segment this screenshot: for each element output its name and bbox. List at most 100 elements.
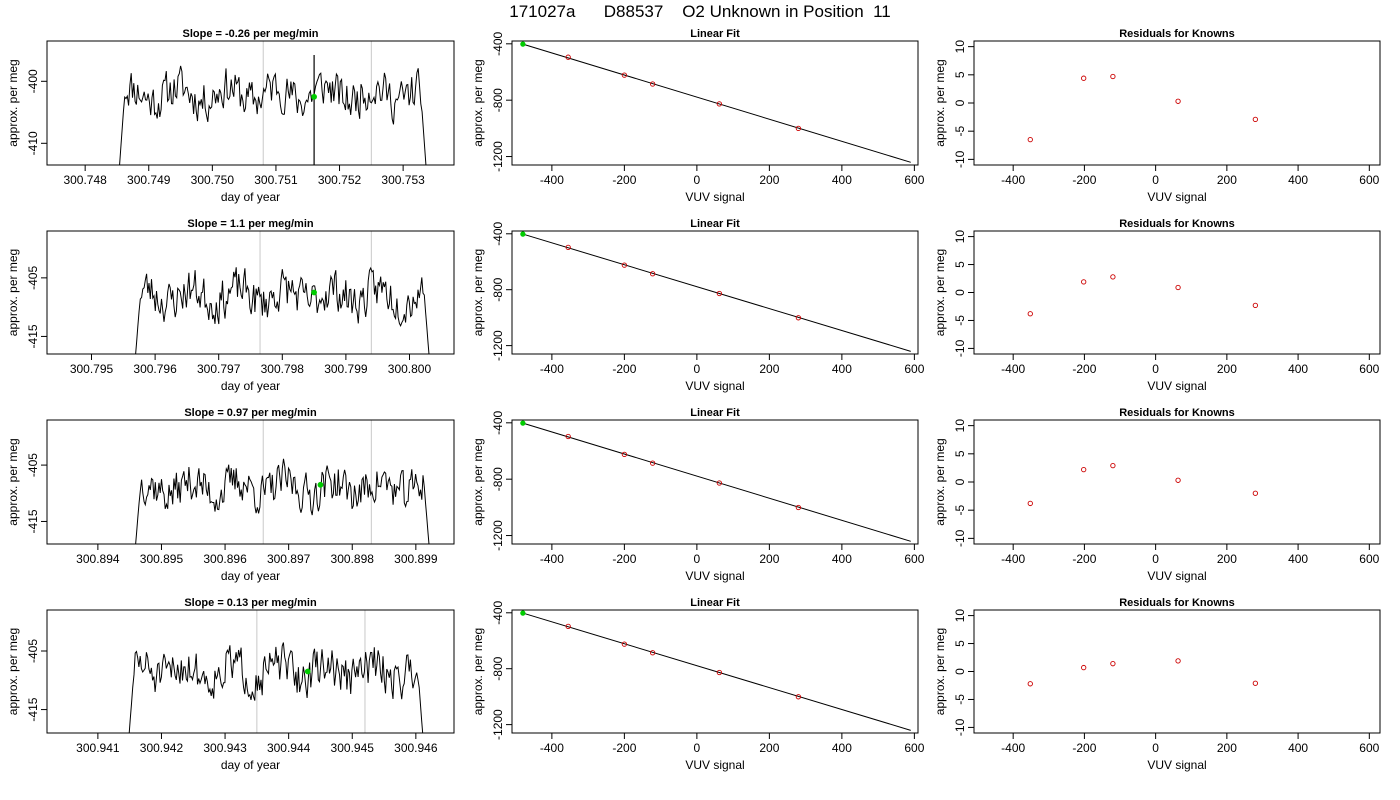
y-tick-label: -5 <box>953 315 967 326</box>
y-tick-label: -5 <box>953 505 967 516</box>
x-tick-label: 300.941 <box>76 741 120 755</box>
y-tick-label: -10 <box>953 529 967 547</box>
data-point <box>716 101 722 107</box>
data-point <box>1175 477 1181 483</box>
x-tick-label: 200 <box>759 552 779 566</box>
fit-line <box>522 422 911 542</box>
x-tick-label: 200 <box>759 362 779 376</box>
x-tick-label: -200 <box>612 173 636 187</box>
data-point <box>621 72 628 78</box>
plot-frame <box>973 230 1381 355</box>
y-tick-label: 10 <box>953 609 967 623</box>
x-axis-label: VUV signal <box>1147 190 1206 204</box>
plot-frame <box>973 609 1381 734</box>
panel-1-2: Linear Fit -400 -200 0 200 400 600 -1200 -800 -40… <box>471 28 925 204</box>
x-tick-label: -200 <box>1072 173 1096 187</box>
panel-title: Slope = -0.26 per meg/min <box>182 28 318 40</box>
data-point <box>1081 466 1087 473</box>
plot-area <box>1027 463 1259 507</box>
y-tick-label: -400 <box>491 410 505 434</box>
plot-frame <box>46 609 455 734</box>
unknown-point <box>520 610 526 616</box>
panel-1-3: Residuals for Knowns -400 -200 0 200 400 600 -1… <box>933 28 1381 204</box>
plot-area <box>520 231 911 352</box>
panel-title: Slope = 1.1 per meg/min <box>187 218 314 230</box>
data-point <box>1081 279 1087 285</box>
plot-area <box>520 420 911 542</box>
panel-title: Residuals for Knowns <box>1119 407 1235 419</box>
y-tick-label: 0 <box>953 99 967 106</box>
x-tick-label: -400 <box>540 552 564 566</box>
data-point <box>1110 463 1116 469</box>
x-tick-label: 400 <box>1288 173 1308 187</box>
x-tick-label: 300.944 <box>267 741 311 755</box>
data-point <box>1027 311 1033 317</box>
x-tick-label: 300.752 <box>318 173 362 187</box>
series-line <box>128 642 424 733</box>
x-tick-label: -400 <box>540 741 564 755</box>
plot-frame <box>46 230 455 355</box>
x-tick-label: 400 <box>1288 552 1308 566</box>
panel-title: Linear Fit <box>690 218 740 230</box>
panel-title: Linear Fit <box>690 407 740 419</box>
x-tick-label: -200 <box>1072 552 1096 566</box>
panel-4-3: Residuals for Knowns -400 -200 0 200 400 600 -1… <box>933 597 1381 772</box>
y-tick-label: -800 <box>491 277 505 301</box>
y-tick-label: -1200 <box>491 141 505 172</box>
x-axis-label: day of year <box>221 379 280 393</box>
x-tick-label: -200 <box>612 741 636 755</box>
x-tick-label: -200 <box>612 552 636 566</box>
x-tick-label: 200 <box>1217 362 1237 376</box>
x-tick-label: 400 <box>832 741 852 755</box>
data-point <box>650 81 656 87</box>
x-tick-label: 300.798 <box>261 362 305 376</box>
panel-2-2: Linear Fit -400 -200 0 200 400 600 -1200 -800 -40… <box>471 218 925 393</box>
x-tick-label: 600 <box>1359 362 1379 376</box>
x-tick-label: 400 <box>1288 741 1308 755</box>
x-axis-label: VUV signal <box>685 379 744 393</box>
x-tick-label: 600 <box>904 741 924 755</box>
panel-title: Slope = 0.97 per meg/min <box>184 407 317 419</box>
panel-3-2: Linear Fit -400 -200 0 200 400 600 -1200 -800 -40… <box>471 407 925 583</box>
data-point <box>1252 116 1259 122</box>
y-tick-label: 5 <box>953 450 967 457</box>
data-point <box>716 669 722 676</box>
panel-1-1: Slope = -0.26 per meg/min 300.748 300.749 3… <box>6 28 455 204</box>
data-point <box>795 125 802 132</box>
plot-frame <box>973 419 1381 545</box>
x-tick-label: 300.753 <box>381 173 425 187</box>
y-tick-label: 5 <box>953 261 967 268</box>
data-point <box>1027 681 1033 687</box>
y-tick-label: -400 <box>491 31 505 55</box>
plot-frame <box>511 230 919 355</box>
y-tick-label: -400 <box>491 221 505 245</box>
data-point <box>1175 658 1181 664</box>
data-point <box>565 623 571 630</box>
panel-3-3: Residuals for Knowns -400 -200 0 200 400 600 -1… <box>933 407 1381 583</box>
x-tick-label: 200 <box>759 741 779 755</box>
y-axis-label: approx. per meg <box>6 438 20 525</box>
y-tick-label: -400 <box>26 69 40 93</box>
x-tick-label: 300.751 <box>254 173 298 187</box>
x-axis-label: VUV signal <box>1147 379 1206 393</box>
x-axis-label: VUV signal <box>1147 758 1206 772</box>
x-tick-label: 600 <box>1359 552 1379 566</box>
series-line <box>135 266 430 354</box>
y-tick-label: 10 <box>953 230 967 244</box>
y-axis-label: approx. per meg <box>471 249 485 336</box>
y-tick-label: -800 <box>491 88 505 112</box>
x-tick-label: 600 <box>1359 173 1379 187</box>
y-tick-label: -5 <box>953 126 967 137</box>
x-tick-label: 300.749 <box>127 173 171 187</box>
x-tick-label: 300.797 <box>197 362 241 376</box>
x-axis-label: VUV signal <box>685 758 744 772</box>
y-tick-label: -405 <box>26 266 40 290</box>
x-tick-label: 300.896 <box>203 552 247 566</box>
x-tick-label: 0 <box>694 362 701 376</box>
plot-area <box>135 420 430 544</box>
data-point <box>795 504 802 511</box>
y-tick-label: -1200 <box>491 709 505 740</box>
x-tick-label: 600 <box>904 552 924 566</box>
panel-3-1: Slope = 0.97 per meg/min 300.894 300.895 30… <box>6 407 455 583</box>
